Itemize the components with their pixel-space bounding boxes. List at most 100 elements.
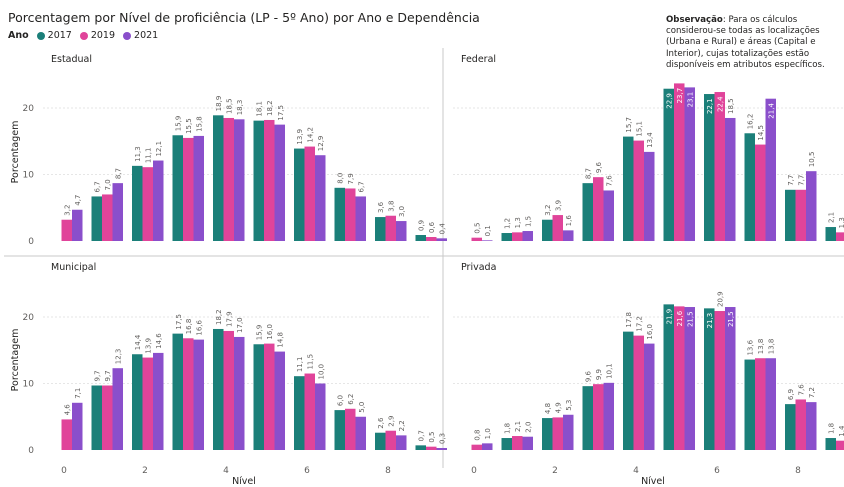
- bar-estadual-2019-6: [304, 146, 315, 241]
- bar-federal-2017-3: [582, 183, 593, 241]
- bar-estadual-2019-4: [223, 117, 234, 241]
- note-label: Observação: [666, 15, 723, 25]
- data-label: 0,1: [484, 225, 492, 236]
- data-label: 9,6: [595, 161, 603, 173]
- bar-privada-2021-1: [522, 436, 533, 450]
- bar-federal-2019-1: [512, 232, 523, 241]
- data-label: 11,5: [307, 354, 315, 370]
- data-label: 23,1: [687, 92, 695, 108]
- bar-privada-2017-5: [663, 304, 674, 450]
- bar-federal-2019-8: [795, 189, 806, 241]
- bar-federal-2019-9: [836, 232, 844, 241]
- data-label: 14,5: [757, 125, 765, 141]
- legend-item-2021[interactable]: 2021: [123, 30, 158, 41]
- data-label: 4,9: [555, 402, 563, 413]
- data-label: 9,6: [585, 370, 593, 382]
- bar-municipal-2019-2: [142, 357, 153, 450]
- bar-municipal-2021-2: [153, 352, 164, 450]
- data-label: 7,7: [798, 175, 806, 186]
- panel-title-estadual: Estadual: [51, 54, 92, 65]
- data-label: 2,1: [828, 212, 836, 223]
- data-label: 14,4: [134, 334, 142, 350]
- bar-federal-2019-6: [714, 92, 725, 241]
- data-label: 0,9: [418, 220, 426, 231]
- bar-privada-2017-2: [542, 418, 553, 450]
- bar-estadual-2017-8: [375, 217, 386, 241]
- data-label: 3,6: [377, 201, 385, 213]
- bar-federal-2017-6: [704, 94, 715, 241]
- legend-label: Ano: [8, 30, 29, 41]
- note-text: : Para os cálculos considerou-se todas a…: [666, 15, 825, 70]
- chart-title: Porcentagem por Nível de proficiência (L…: [8, 10, 480, 25]
- data-label: 3,2: [544, 205, 552, 216]
- bar-estadual-2021-6: [315, 155, 326, 241]
- y-tick-label: 0: [28, 446, 34, 456]
- x-tick-label: 2: [142, 466, 148, 476]
- bar-municipal-2019-8: [385, 430, 396, 450]
- bar-privada-2019-6: [714, 311, 725, 450]
- data-label: 10,0: [317, 364, 325, 380]
- bar-privada-2021-4: [644, 343, 655, 450]
- bar-privada-2021-8: [806, 402, 817, 450]
- bar-privada-2019-3: [593, 384, 604, 450]
- data-label: 15,8: [196, 116, 204, 132]
- bar-federal-2021-0: [482, 240, 493, 241]
- bar-privada-2019-9: [836, 440, 844, 450]
- data-label: 16,2: [747, 114, 755, 130]
- bar-municipal-2021-3: [193, 339, 204, 450]
- data-label: 15,9: [175, 116, 183, 132]
- y-tick-label: 10: [23, 171, 35, 181]
- data-label: 7,9: [347, 173, 355, 184]
- data-label: 10,5: [808, 152, 816, 168]
- data-label: 17,0: [236, 317, 244, 333]
- data-label: 1,0: [484, 428, 492, 439]
- bar-estadual-2021-7: [355, 196, 366, 241]
- bar-estadual-2019-7: [345, 188, 356, 241]
- bar-privada-2017-1: [501, 438, 512, 450]
- data-label: 13,9: [145, 338, 153, 354]
- bar-municipal-2017-4: [213, 328, 224, 450]
- x-tick-label: 8: [795, 466, 801, 476]
- data-label: 1,6: [565, 215, 573, 227]
- observation-note: Observação: Para os cálculos considerou-…: [666, 15, 844, 71]
- bar-municipal-2017-6: [294, 376, 305, 450]
- bar-estadual-2019-1: [102, 194, 113, 241]
- data-label: 6,7: [94, 181, 102, 192]
- data-label: 2,0: [525, 422, 533, 433]
- panel-title-privada: Privada: [461, 262, 496, 273]
- bar-estadual-2019-3: [183, 137, 194, 241]
- bar-municipal-2021-8: [396, 435, 407, 450]
- legend-item-2019[interactable]: 2019: [79, 30, 115, 41]
- bar-municipal-2021-7: [355, 416, 366, 450]
- bar-privada-2017-4: [623, 331, 634, 450]
- y-tick-label: 20: [23, 104, 35, 114]
- legend-item-2017[interactable]: 2017: [36, 30, 72, 41]
- data-label: 4,7: [74, 195, 82, 206]
- bar-estadual-2017-1: [91, 196, 102, 241]
- data-label: 14,2: [307, 127, 315, 143]
- bar-municipal-2021-4: [234, 336, 245, 450]
- data-label: 22,4: [717, 96, 725, 112]
- x-axis-title-left: Nível: [232, 476, 256, 487]
- bar-municipal-2017-8: [375, 432, 386, 450]
- bar-estadual-2021-4: [234, 119, 245, 241]
- bar-municipal-2017-5: [253, 344, 264, 450]
- bar-federal-2021-4: [644, 151, 655, 241]
- data-label: 14,6: [155, 333, 163, 349]
- data-label: 5,3: [565, 400, 573, 411]
- data-label: 0,4: [439, 223, 447, 235]
- data-label: 18,2: [266, 100, 274, 116]
- legend[interactable]: Ano 2017 2019 2021: [8, 30, 162, 41]
- data-label: 3,9: [555, 200, 563, 211]
- bar-estadual-2021-5: [274, 124, 285, 241]
- bar-federal-2019-5: [674, 83, 685, 242]
- bar-municipal-2021-1: [112, 368, 123, 450]
- bar-estadual-2021-0: [72, 209, 83, 241]
- data-label: 21,9: [666, 309, 674, 325]
- data-label: 1,8: [828, 423, 836, 434]
- bar-municipal-2017-2: [132, 354, 143, 450]
- x-tick-label: 8: [385, 466, 391, 476]
- bar-federal-2019-2: [552, 215, 563, 241]
- bar-municipal-2021-6: [315, 383, 326, 450]
- data-label: 18,3: [236, 100, 244, 116]
